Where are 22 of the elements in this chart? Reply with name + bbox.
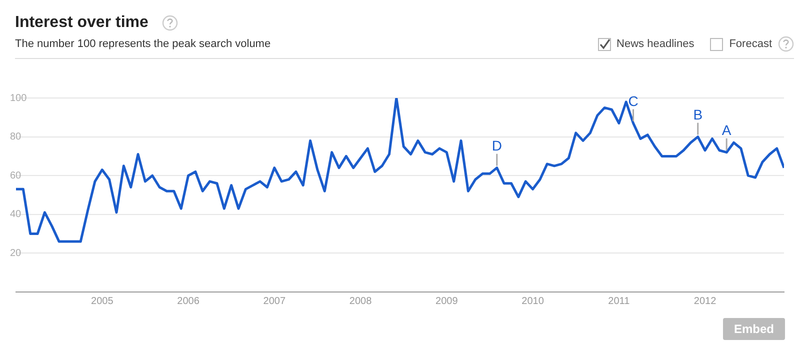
annotation: A <box>722 122 732 138</box>
chart-subtitle: The number 100 represents the peak search volume <box>15 38 271 50</box>
annotation: B <box>693 106 703 123</box>
x-tick-label: 2010 <box>522 296 544 307</box>
text: Forecast <box>729 38 772 50</box>
y-tick-label: 60 <box>10 170 22 182</box>
annotation: D <box>492 138 502 154</box>
text: Embed <box>723 318 785 340</box>
x-tick-label: 2012 <box>694 296 717 307</box>
annotation: C <box>628 93 638 110</box>
x-tick-label: 2011 <box>608 296 630 307</box>
x-tick-label: 2005 <box>91 296 114 307</box>
x-tick-label: 2009 <box>436 296 458 307</box>
text: News headlines <box>616 38 694 50</box>
y-tick-label: 40 <box>10 209 22 220</box>
x-tick-label: 2006 <box>177 296 200 307</box>
y-tick-label: 100 <box>10 92 28 104</box>
chart-title: Interest over time <box>15 14 148 31</box>
x-tick-label: 2008 <box>349 296 372 307</box>
y-tick-label: 20 <box>10 248 22 259</box>
x-tick-label: 2007 <box>263 296 286 307</box>
y-tick-label: 80 <box>10 132 22 143</box>
